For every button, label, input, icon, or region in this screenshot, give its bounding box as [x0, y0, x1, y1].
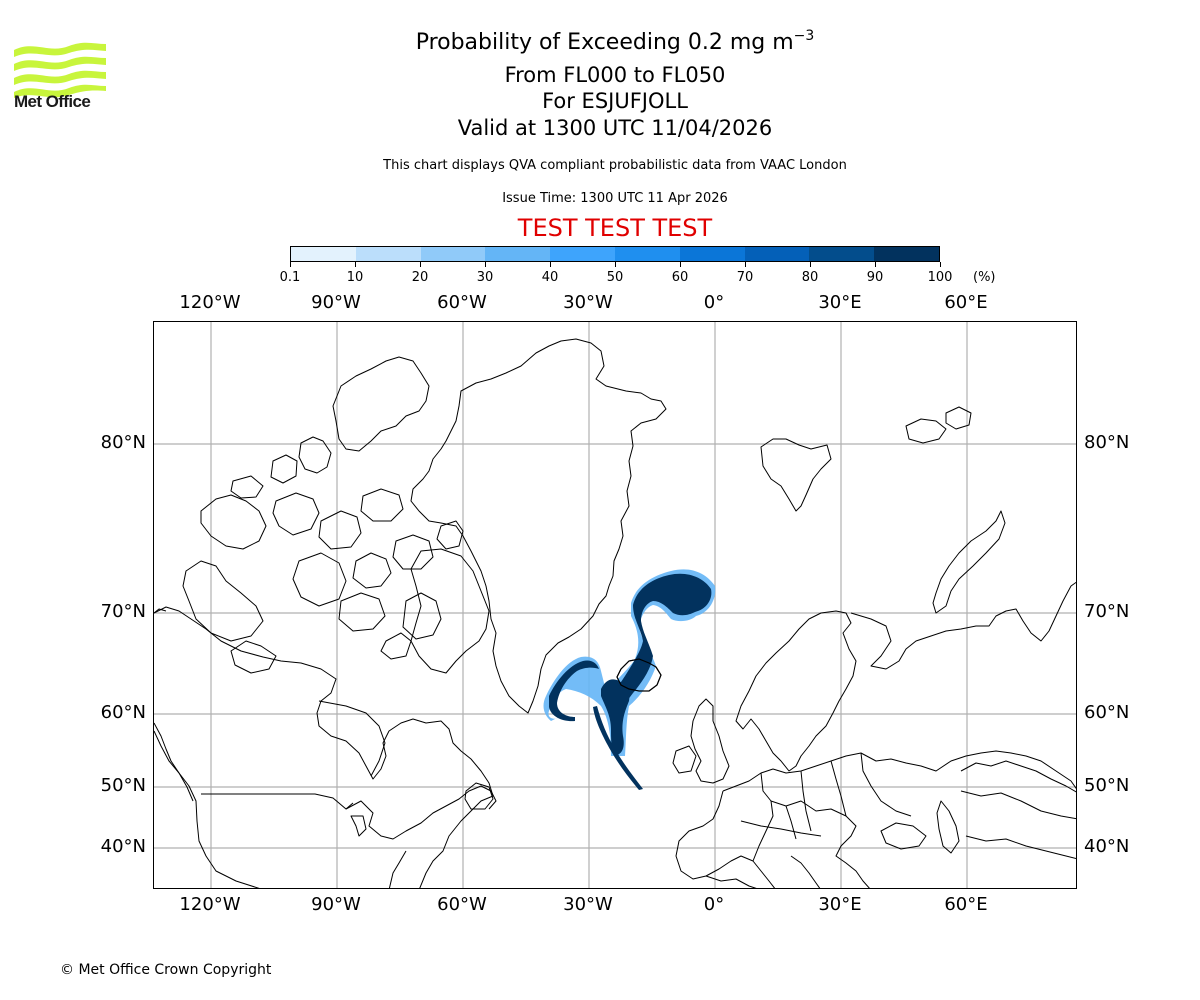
colorbar-tick-label: 30	[476, 270, 494, 285]
longitude-label: 60°W	[437, 292, 487, 313]
longitude-label: 120°W	[179, 894, 241, 915]
plume-north-hook	[613, 573, 712, 703]
longitude-label: 60°W	[437, 894, 487, 915]
colorbar-segment	[679, 247, 745, 261]
latitude-label: 70°N	[1084, 601, 1130, 622]
test-banner: TEST TEST TEST	[517, 214, 713, 242]
colorbar-tick	[485, 262, 486, 267]
flight-level-range: From FL000 to FL050	[504, 63, 726, 87]
colorbar-segment	[485, 247, 551, 261]
colorbar-tick	[290, 262, 291, 267]
met-office-logo-icon	[14, 42, 106, 98]
longitude-label: 30°W	[563, 292, 613, 313]
copyright-notice: © Met Office Crown Copyright	[60, 962, 272, 978]
longitude-label: 60°E	[944, 894, 988, 915]
colorbar-tick-label: 20	[411, 270, 429, 285]
scandinavia-coast	[735, 610, 857, 772]
latitude-label: 50°N	[1084, 775, 1130, 796]
ash-plume	[543, 569, 716, 790]
latitude-label: 40°N	[1084, 836, 1130, 857]
colorbar-tick-label: 70	[736, 270, 754, 285]
colorbar-tick	[420, 262, 421, 267]
coastlines	[154, 338, 1076, 888]
colorbar-segment	[614, 247, 680, 261]
longitude-label: 90°W	[311, 292, 361, 313]
colorbar-unit: (%)	[973, 270, 996, 285]
colorbar-segment	[874, 247, 939, 261]
volcano-name: For ESJUFJOLL	[542, 89, 688, 113]
latitude-label: 60°N	[1084, 702, 1130, 723]
valid-time: Valid at 1300 UTC 11/04/2026	[457, 116, 773, 140]
latitude-label: 50°N	[100, 775, 146, 796]
colorbar-tick-label: 100	[927, 270, 953, 285]
latitude-label: 80°N	[1084, 432, 1130, 453]
plume-sw-filament	[593, 706, 643, 790]
longitude-label: 120°W	[179, 292, 241, 313]
map-panel[interactable]	[153, 321, 1077, 889]
uk-coast	[690, 698, 730, 784]
longitude-label: 90°W	[311, 894, 361, 915]
colorbar-segment	[744, 247, 810, 261]
longitude-label: 0°	[703, 292, 725, 313]
logo-text: Met Office	[14, 92, 91, 111]
plume-west-arc	[549, 660, 599, 722]
latitude-label: 80°N	[100, 432, 146, 453]
longitude-label: 0°	[703, 894, 725, 915]
colorbar	[290, 246, 940, 262]
longitude-label: 60°E	[944, 292, 988, 313]
colorbar-tick-label: 10	[346, 270, 364, 285]
colorbar-segment	[355, 247, 421, 261]
colorbar-tick-label: 90	[866, 270, 884, 285]
colorbar-segment	[550, 247, 615, 261]
colorbar-segment	[809, 247, 875, 261]
colorbar-segment	[291, 247, 356, 261]
colorbar-tick-label: 40	[541, 270, 559, 285]
colorbar-tick-label: 60	[671, 270, 689, 285]
colorbar-tick	[550, 262, 551, 267]
colorbar-tick-label: 50	[606, 270, 624, 285]
colorbar-tick	[940, 262, 941, 267]
greenland-coast	[410, 338, 667, 714]
latitude-label: 70°N	[100, 601, 146, 622]
longitude-label: 30°E	[818, 894, 862, 915]
colorbar-tick	[875, 262, 876, 267]
latitude-label: 60°N	[100, 702, 146, 723]
chart-title: Probability of Exceeding 0.2 mg m−3	[415, 28, 815, 55]
latitude-label: 40°N	[100, 836, 146, 857]
colorbar-tick	[810, 262, 811, 267]
chart-description: This chart displays QVA compliant probab…	[383, 158, 847, 173]
colorbar-tick	[355, 262, 356, 267]
colorbar-tick	[745, 262, 746, 267]
colorbar-tick-label: 80	[801, 270, 819, 285]
colorbar-tick-label: 0.1	[279, 270, 301, 285]
colorbar-tick	[615, 262, 616, 267]
map-canvas	[154, 322, 1076, 888]
colorbar-segment	[420, 247, 486, 261]
longitude-label: 30°W	[563, 894, 613, 915]
longitude-label: 30°E	[818, 292, 862, 313]
graticule	[154, 322, 1076, 888]
north-america-coast	[154, 606, 494, 888]
plume-south-tongue	[601, 679, 630, 755]
issue-time: Issue Time: 1300 UTC 11 Apr 2026	[502, 191, 728, 206]
colorbar-tick	[680, 262, 681, 267]
